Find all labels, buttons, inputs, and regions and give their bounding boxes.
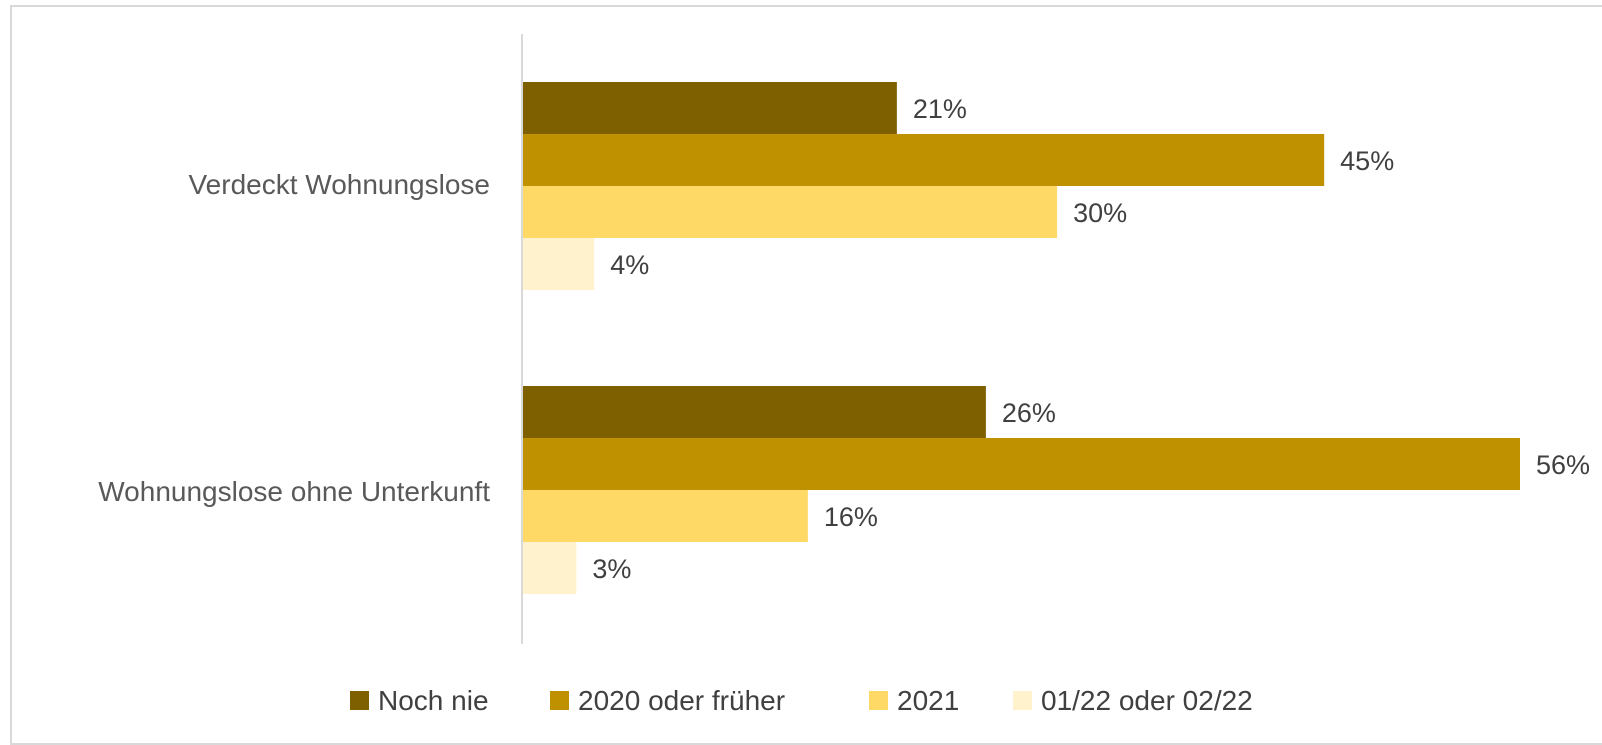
legend-label-2020-oder-frueher: 2020 oder früher [578, 685, 785, 716]
value-labels-group: 21% 45% 30% 4% 26% 56% 16% 3% [592, 94, 1590, 584]
category-label-ohne-unterkunft: Wohnungslose ohne Unterkunft [98, 476, 490, 507]
legend-swatch-2020-oder-frueher [550, 691, 569, 710]
bar-2-1 [523, 386, 986, 438]
legend: Noch nie 2020 oder früher 2021 01/22 ode… [350, 685, 1253, 716]
value-label-2-4: 3% [592, 554, 631, 584]
legend-swatch-noch-nie [350, 691, 369, 710]
legend-swatch-01-22-oder-02-22 [1013, 691, 1032, 710]
bar-1-4 [523, 238, 595, 290]
legend-label-2021: 2021 [897, 685, 959, 716]
bar-1-1 [523, 82, 897, 134]
legend-label-01-22-oder-02-22: 01/22 oder 02/22 [1041, 685, 1253, 716]
bars-group [523, 82, 1520, 594]
value-label-2-1: 26% [1002, 398, 1056, 428]
value-label-1-2: 45% [1340, 146, 1394, 176]
legend-swatch-2021 [869, 691, 888, 710]
value-label-2-3: 16% [824, 502, 878, 532]
category-label-verdeckt: Verdeckt Wohnungslose [189, 169, 490, 200]
legend-label-noch-nie: Noch nie [378, 685, 489, 716]
value-label-1-1: 21% [913, 94, 967, 124]
bar-2-2 [523, 438, 1520, 490]
value-label-1-4: 4% [610, 250, 649, 280]
bar-1-3 [523, 186, 1058, 238]
value-label-2-2: 56% [1536, 450, 1590, 480]
bar-1-2 [523, 134, 1325, 186]
value-label-1-3: 30% [1073, 198, 1127, 228]
bar-2-3 [523, 490, 808, 542]
bar-2-4 [523, 542, 577, 594]
